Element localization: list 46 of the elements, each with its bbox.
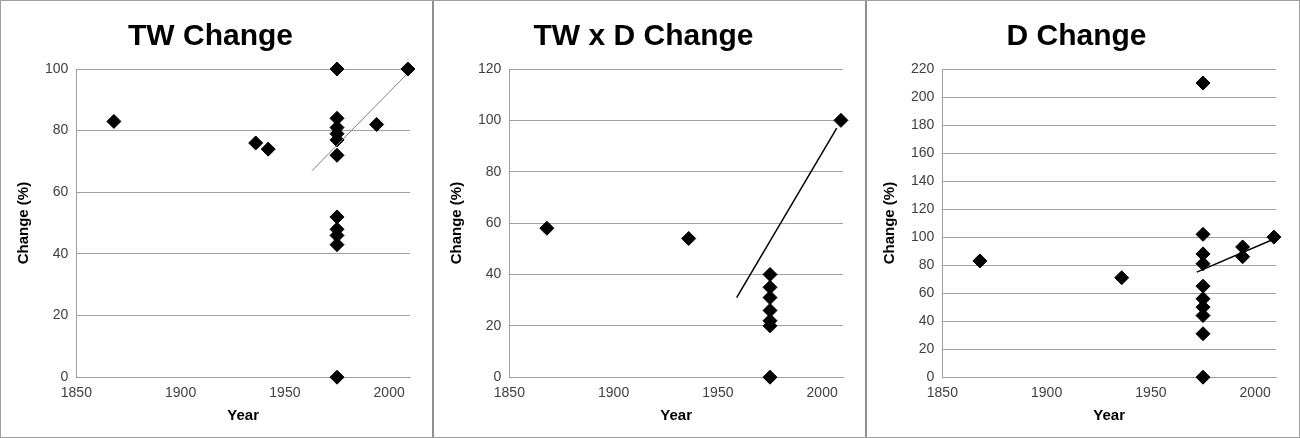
x-tick-label: 1850 [493,384,526,401]
x-tick-label: 2000 [373,384,405,401]
x-tick-label: 1900 [598,384,630,401]
y-tick-label: 40 [918,312,935,329]
y-tick-label: 120 [478,59,502,76]
y-tick-label: 0 [60,368,69,385]
chart-title: D Change [1006,18,1147,52]
x-tick-label: 2000 [1239,384,1271,401]
y-axis-title: Change (%) [447,181,465,265]
y-tick-label: 0 [926,368,935,385]
x-tick-label: 1900 [1031,384,1063,401]
x-axis-title: Year [660,406,693,424]
y-tick-label: 20 [485,316,502,333]
y-axis-title: Change (%) [880,181,898,265]
y-tick-label: 40 [52,244,69,261]
y-tick-label: 60 [485,213,502,230]
y-tick-label: 60 [918,284,935,300]
y-tick-label: 20 [52,306,69,323]
x-tick-label: 1950 [269,384,301,401]
chart-title: TW x D Change [533,18,754,52]
y-tick-label: 160 [911,143,935,160]
y-tick-label: 60 [52,183,69,200]
x-axis-title: Year [227,406,260,424]
y-tick-label: 80 [52,121,69,138]
y-axis-title: Change (%) [14,181,32,265]
y-tick-label: 40 [485,265,502,282]
x-tick-label: 2000 [806,384,838,401]
y-tick-label: 220 [911,59,935,76]
y-tick-label: 200 [911,87,935,104]
y-tick-label: 20 [918,340,935,357]
x-tick-label: 1850 [60,384,93,401]
x-tick-label: 1900 [165,384,197,401]
x-axis-title: Year [1093,406,1126,424]
y-tick-label: 100 [478,111,502,128]
x-tick-label: 1950 [702,384,734,401]
y-tick-label: 140 [911,171,935,188]
y-tick-label: 80 [918,255,935,272]
y-tick-label: 180 [911,115,935,132]
y-tick-label: 0 [493,368,502,385]
y-tick-label: 80 [485,162,502,179]
y-tick-label: 100 [45,59,69,76]
y-tick-label: 100 [911,227,935,244]
y-tick-label: 120 [911,199,935,216]
x-tick-label: 1950 [1135,384,1167,401]
chart-title: TW Change [128,18,293,52]
x-tick-label: 1850 [926,384,959,401]
